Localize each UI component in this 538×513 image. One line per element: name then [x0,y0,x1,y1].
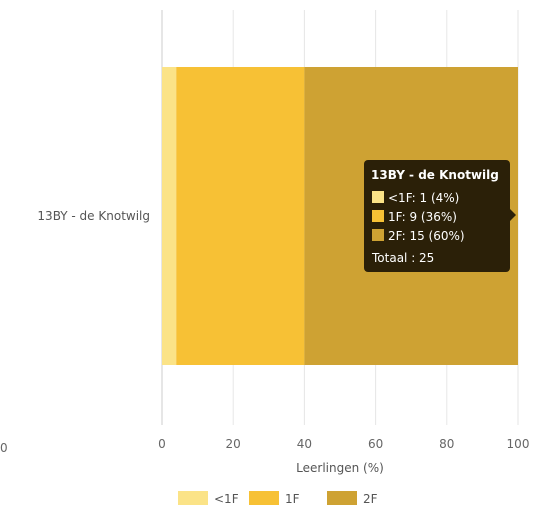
x-tick-label: 60 [368,437,383,451]
category-label: 13BY - de Knotwilg [37,209,150,223]
tooltip-swatch [372,191,384,203]
tooltip-total: Totaal : 25 [371,251,434,265]
legend-label: 1F [285,492,300,506]
x-axis-title: Leerlingen (%) [296,461,384,475]
legend-label: 2F [363,492,378,506]
bar-segment [162,67,177,365]
tooltip-line: 2F: 15 (60%) [388,229,465,243]
x-tick-label: 80 [439,437,454,451]
bar-segment [176,67,305,365]
tooltip-swatch [372,229,384,241]
tooltip: 13BY - de Knotwilg <1F: 1 (4%) 1F: 9 (36%… [364,160,516,272]
tooltip-title: 13BY - de Knotwilg [371,168,499,182]
legend-swatch [178,491,208,505]
tooltip-lines: <1F: 1 (4%) 1F: 9 (36%) 2F: 15 (60%) [372,191,465,243]
tooltip-background [364,160,510,272]
tooltip-pointer [510,209,516,221]
tooltip-swatch [372,210,384,222]
legend-label: <1F [214,492,239,506]
legend-swatch [249,491,279,505]
x-tick-label: 40 [297,437,312,451]
x-tick-label: 100 [507,437,530,451]
stray-axis-label: 0 [0,441,8,455]
tooltip-line: 1F: 9 (36%) [388,210,457,224]
legend-swatch [327,491,357,505]
x-tick-label: 20 [226,437,241,451]
legend: <1F 1F 2F [178,491,378,506]
x-tick-labels: 0 20 40 60 80 100 [158,437,529,451]
tooltip-line: <1F: 1 (4%) [388,191,459,205]
x-tick-label: 0 [158,437,166,451]
